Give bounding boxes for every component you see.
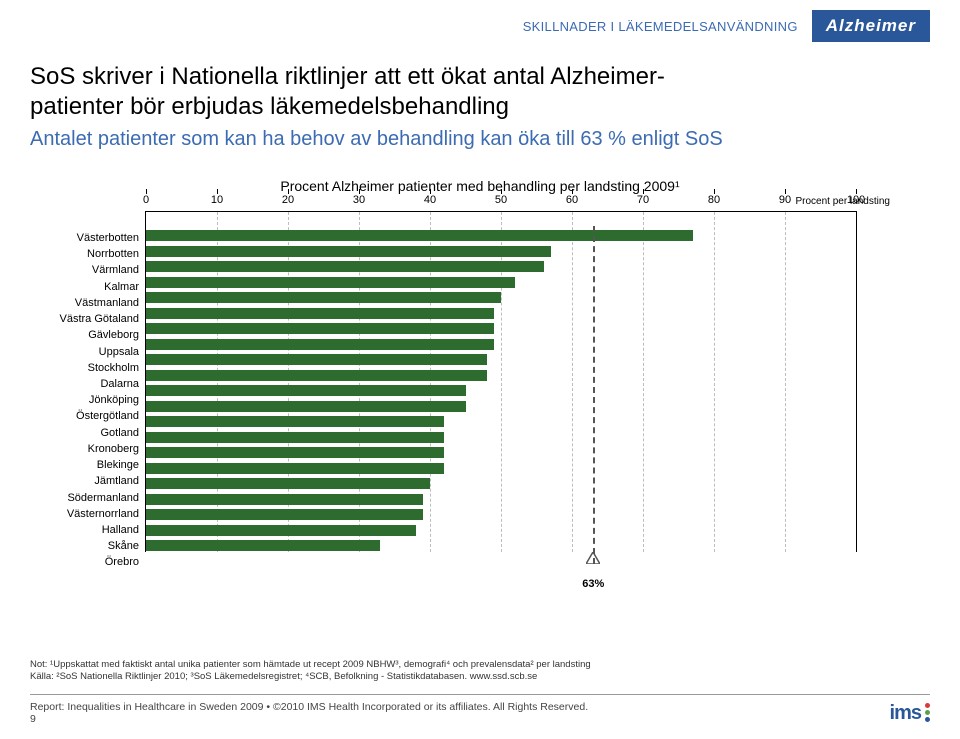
bar xyxy=(146,261,544,272)
y-axis-label: Halland xyxy=(30,523,145,539)
bar xyxy=(146,401,466,412)
bar xyxy=(146,292,501,303)
headline-sub: Antalet patienter som kan ha behov av be… xyxy=(30,126,930,152)
report-line: Report: Inequalities in Healthcare in Sw… xyxy=(30,701,588,713)
x-tick-label: 50 xyxy=(495,194,507,206)
y-axis-label: Kronoberg xyxy=(30,442,145,458)
y-axis-label: Jönköping xyxy=(30,393,145,409)
section-kicker: SKILLNADER I LÄKEMEDELSANVÄNDNING xyxy=(523,19,798,34)
footer-left: Report: Inequalities in Healthcare in Sw… xyxy=(30,701,588,725)
x-tick-label: 100 xyxy=(847,194,865,206)
y-axis-label: Kalmar xyxy=(30,280,145,296)
bar xyxy=(146,246,551,257)
bar xyxy=(146,354,487,365)
x-tick-label: 60 xyxy=(566,194,578,206)
logo-dot xyxy=(925,717,930,722)
bar xyxy=(146,230,693,241)
x-tick-label: 90 xyxy=(779,194,791,206)
y-axis-label: Östergötland xyxy=(30,409,145,425)
chart-container: Procent Alzheimer patienter med behandli… xyxy=(30,178,930,571)
y-axis-label: Västra Götaland xyxy=(30,312,145,328)
y-axis-label: Skåne xyxy=(30,539,145,555)
x-tick-label: 0 xyxy=(143,194,149,206)
logo-dot xyxy=(925,703,930,708)
topic-tag: Alzheimer xyxy=(812,10,930,42)
y-axis-label: Norrbotten xyxy=(30,247,145,263)
bar xyxy=(146,385,466,396)
bar-chart: VästerbottenNorrbottenVärmlandKalmarVäst… xyxy=(30,211,930,571)
bar xyxy=(146,277,515,288)
bar xyxy=(146,478,430,489)
x-tick-label: 20 xyxy=(282,194,294,206)
x-tick-label: 40 xyxy=(424,194,436,206)
bar xyxy=(146,494,423,505)
y-axis-label: Södermanland xyxy=(30,491,145,507)
bar xyxy=(146,370,487,381)
y-axis-label: Uppsala xyxy=(30,345,145,361)
chart-title: Procent Alzheimer patienter med behandli… xyxy=(30,178,930,194)
x-tick-label: 70 xyxy=(637,194,649,206)
y-axis-label: Blekinge xyxy=(30,458,145,474)
y-axis-label: Stockholm xyxy=(30,361,145,377)
footnote-line1: Not: ¹Uppskattat med faktiskt antal unik… xyxy=(30,659,591,671)
bar xyxy=(146,308,494,319)
y-axis-label: Dalarna xyxy=(30,377,145,393)
target-line xyxy=(593,226,595,564)
footer-bar: Report: Inequalities in Healthcare in Sw… xyxy=(30,694,930,725)
chart-subtitle: Procent per landsting xyxy=(30,196,930,207)
y-axis-label: Västmanland xyxy=(30,296,145,312)
y-axis-label: Gotland xyxy=(30,426,145,442)
y-axis-label: Värmland xyxy=(30,263,145,279)
headline-line1: SoS skriver i Nationella riktlinjer att … xyxy=(30,62,930,92)
bar xyxy=(146,416,444,427)
y-axis-label: Jämtland xyxy=(30,474,145,490)
x-tick-label: 10 xyxy=(211,194,223,206)
x-tick-label: 30 xyxy=(353,194,365,206)
bar xyxy=(146,323,494,334)
y-axis-label: Örebro xyxy=(30,555,145,571)
bar xyxy=(146,339,494,350)
y-axis-label: Västernorrland xyxy=(30,507,145,523)
bar xyxy=(146,463,444,474)
logo-dot xyxy=(925,710,930,715)
footnote-line2: Källa: ²SoS Nationella Riktlinjer 2010; … xyxy=(30,671,591,683)
headline-line2: patienter bör erbjudas läkemedelsbehandl… xyxy=(30,92,930,122)
logo-dots xyxy=(925,703,930,722)
target-marker-icon xyxy=(586,552,600,564)
bar xyxy=(146,447,444,458)
logo-text: ims xyxy=(890,702,921,725)
plot-area: 0102030405060708090100 63% xyxy=(145,211,857,552)
bar xyxy=(146,540,380,551)
x-tick-label: 80 xyxy=(708,194,720,206)
bar xyxy=(146,525,416,536)
page-number: 9 xyxy=(30,713,588,725)
y-axis-labels: VästerbottenNorrbottenVärmlandKalmarVäst… xyxy=(30,211,145,571)
target-label: 63% xyxy=(582,578,604,590)
y-axis-label: Gävleborg xyxy=(30,328,145,344)
page-title: SoS skriver i Nationella riktlinjer att … xyxy=(30,62,930,152)
bar xyxy=(146,509,423,520)
y-axis-label: Västerbotten xyxy=(30,231,145,247)
header-strip: SKILLNADER I LÄKEMEDELSANVÄNDNING Alzhei… xyxy=(523,10,930,42)
footnote: Not: ¹Uppskattat med faktiskt antal unik… xyxy=(30,659,591,683)
bar xyxy=(146,432,444,443)
ims-logo: ims xyxy=(890,702,930,725)
